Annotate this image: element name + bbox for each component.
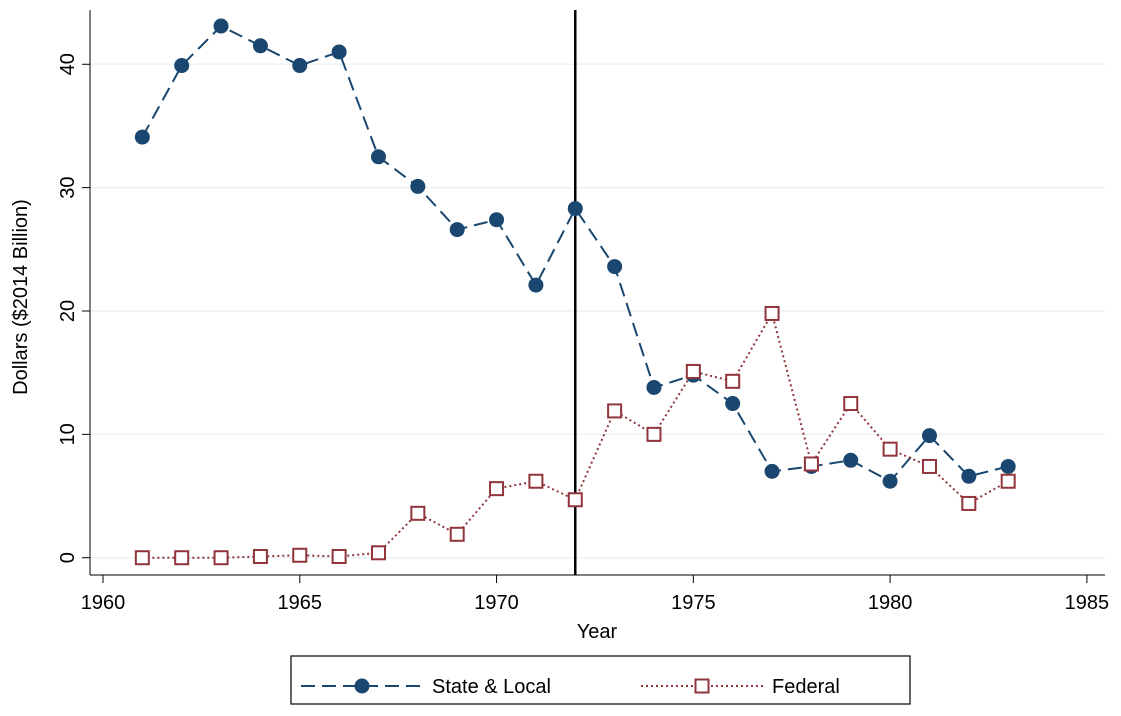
point: [1000, 473, 1016, 489]
point: [646, 379, 662, 395]
point: [882, 473, 898, 489]
point: [370, 545, 386, 561]
y-tick-label: 20: [57, 300, 79, 322]
point: [607, 259, 623, 275]
point: [331, 44, 347, 60]
point: [567, 201, 583, 217]
point: [134, 550, 150, 566]
point: [882, 441, 898, 457]
point: [252, 548, 268, 564]
point: [528, 277, 544, 293]
legend-box: [290, 655, 911, 705]
x-tick-label: 1970: [474, 592, 519, 614]
point: [370, 149, 386, 165]
x-axis-title: Year: [577, 621, 618, 643]
point: [803, 456, 819, 472]
line: [141, 24, 1009, 483]
point: [567, 492, 583, 508]
point: [410, 178, 426, 194]
point: [961, 495, 977, 511]
legend-label: State & Local: [432, 676, 551, 698]
point: [764, 463, 780, 479]
point: [685, 363, 701, 379]
point: [134, 129, 150, 145]
point: [489, 481, 505, 497]
point: [961, 468, 977, 484]
point: [725, 396, 741, 412]
y-tick-label: 30: [57, 177, 79, 199]
point: [449, 222, 465, 238]
point: [764, 305, 780, 321]
x-tick-label: 1960: [81, 592, 126, 614]
point: [921, 428, 937, 444]
point: [921, 458, 937, 474]
point: [213, 550, 229, 566]
x-tick-label: 1965: [278, 592, 323, 614]
point: [646, 426, 662, 442]
point: [252, 38, 268, 54]
point: [1000, 458, 1016, 474]
x-tick-label: 1980: [868, 592, 913, 614]
legend-label: Federal: [772, 676, 840, 698]
y-tick-label: 0: [57, 552, 79, 563]
point: [174, 550, 190, 566]
point: [449, 526, 465, 542]
point: [292, 58, 308, 74]
point: [213, 18, 229, 34]
y-tick-label: 10: [57, 423, 79, 445]
x-tick-label: 1975: [671, 592, 716, 614]
point: [489, 212, 505, 228]
legend-marker: [354, 678, 370, 694]
point: [410, 505, 426, 521]
point: [292, 547, 308, 563]
x-tick-label: 1985: [1065, 592, 1110, 614]
point: [607, 403, 623, 419]
point: [843, 452, 859, 468]
point: [331, 548, 347, 564]
point: [174, 58, 190, 74]
legend-marker: [694, 678, 710, 694]
y-tick-label: 40: [57, 53, 79, 75]
y-axis-title: Dollars ($2014 Billion): [10, 199, 32, 395]
point: [725, 373, 741, 389]
point: [843, 396, 859, 412]
point: [528, 473, 544, 489]
